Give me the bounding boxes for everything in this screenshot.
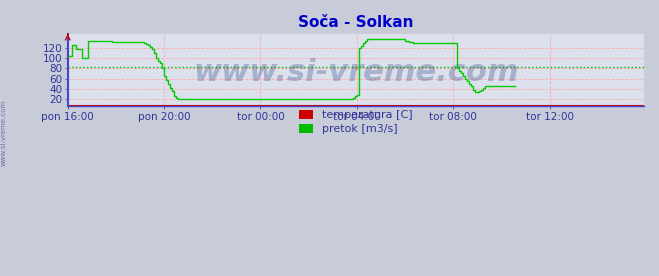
Text: www.si-vreme.com: www.si-vreme.com	[193, 58, 519, 87]
Legend: temperatura [C], pretok [m3/s]: temperatura [C], pretok [m3/s]	[295, 105, 416, 139]
Title: Soča - Solkan: Soča - Solkan	[298, 15, 414, 30]
Text: www.si-vreme.com: www.si-vreme.com	[0, 99, 7, 166]
